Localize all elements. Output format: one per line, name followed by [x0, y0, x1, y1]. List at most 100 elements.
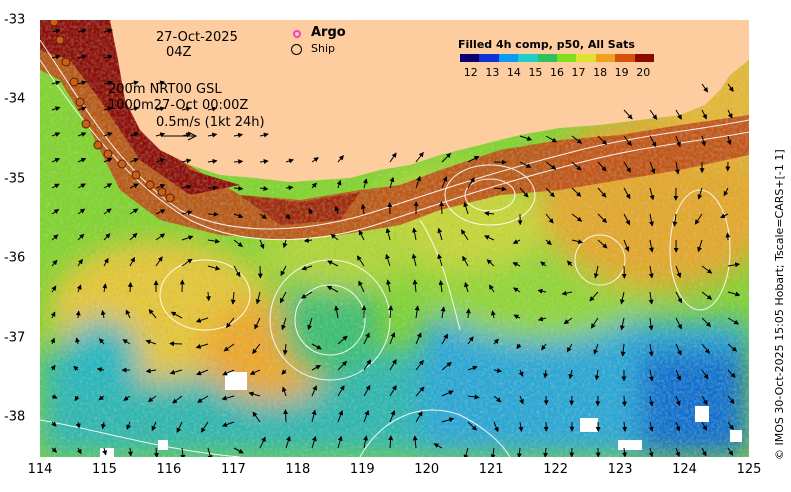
colorbar-segment: [576, 54, 596, 62]
current-arrow: [513, 287, 521, 293]
current-arrow: [233, 132, 244, 138]
current-arrow: [701, 369, 709, 380]
current-arrow: [441, 361, 452, 371]
x-tick-label: 115: [92, 462, 117, 477]
current-arrow: [77, 80, 87, 86]
current-arrow: [51, 54, 61, 60]
current-arrow: [195, 317, 209, 323]
current-arrow: [96, 367, 105, 373]
current-arrow: [327, 260, 339, 267]
current-arrow: [619, 291, 625, 305]
current-arrow: [126, 421, 132, 430]
current-arrow: [51, 394, 58, 399]
current-arrow: [571, 161, 582, 171]
current-arrow: [701, 421, 707, 431]
current-arrow: [170, 311, 183, 319]
current-arrow: [102, 283, 108, 293]
current-arrow: [200, 421, 209, 433]
current-arrow: [701, 265, 713, 274]
current-arrow: [337, 360, 348, 371]
colorbar-segment: [595, 54, 616, 62]
argo-marker: [293, 30, 301, 38]
current-arrow: [301, 265, 313, 271]
current-arrow: [207, 158, 218, 164]
current-arrow: [285, 158, 294, 164]
current-arrow: [620, 343, 626, 357]
current-arrow: [649, 109, 658, 120]
current-arrow: [181, 184, 193, 190]
current-arrow: [694, 213, 703, 225]
current-arrow: [155, 132, 166, 138]
current-arrow: [356, 255, 365, 267]
current-arrow: [51, 132, 61, 137]
current-arrow: [493, 395, 502, 403]
current-arrow: [207, 132, 218, 138]
current-arrow: [519, 161, 532, 168]
current-arrow: [75, 337, 80, 345]
x-tick-label: 116: [156, 462, 182, 477]
current-arrow: [259, 436, 266, 449]
current-arrow: [467, 365, 478, 371]
current-arrow: [196, 369, 209, 376]
current-arrow: [102, 447, 108, 456]
current-arrow: [98, 395, 105, 401]
current-arrow: [441, 390, 454, 397]
current-arrow: [727, 109, 733, 119]
current-arrow: [77, 258, 83, 267]
current-arrow: [180, 447, 186, 457]
current-arrow: [330, 233, 339, 241]
x-tick-label: 119: [349, 462, 375, 477]
current-arrow: [337, 435, 343, 449]
current-arrow: [207, 265, 221, 271]
current-arrow: [129, 183, 139, 189]
current-arrow: [537, 288, 547, 294]
current-arrow: [727, 369, 736, 379]
current-arrow: [337, 155, 344, 163]
current-arrow: [438, 279, 444, 293]
current-arrow: [233, 447, 244, 454]
current-arrow: [334, 305, 340, 319]
current-arrow: [512, 239, 521, 244]
current-arrow: [727, 83, 734, 92]
current-arrow: [563, 317, 573, 325]
current-arrow: [281, 369, 287, 375]
current-arrow: [675, 343, 682, 356]
current-arrow: [648, 265, 654, 279]
y-tick-label: -37: [4, 330, 26, 346]
current-arrow: [623, 187, 631, 200]
current-arrow: [155, 80, 166, 86]
y-tick-label: -34: [4, 91, 26, 107]
current-arrow: [648, 447, 654, 457]
current-arrow: [282, 239, 288, 249]
current-arrow: [51, 158, 61, 163]
current-arrow: [147, 395, 157, 403]
current-arrow: [360, 203, 366, 215]
current-arrow: [415, 175, 421, 189]
current-arrow: [467, 155, 480, 163]
current-arrow: [697, 239, 703, 253]
x-tick-label: 123: [607, 462, 633, 477]
current-arrow: [281, 317, 287, 331]
ship-legend-label: Ship: [311, 42, 335, 55]
current-arrow: [519, 395, 524, 405]
current-arrow: [545, 239, 552, 246]
x-tick-label: 121: [478, 462, 504, 477]
current-arrow: [649, 213, 654, 227]
current-arrow: [259, 159, 269, 165]
sst-map[interactable]: [40, 20, 749, 457]
colorbar-tick: 20: [636, 66, 651, 79]
current-arrow: [623, 135, 632, 147]
current-arrow: [103, 233, 111, 241]
current-arrow: [622, 421, 628, 433]
current-arrow: [675, 265, 682, 278]
current-arrow: [308, 208, 314, 215]
current-arrow: [169, 341, 183, 347]
current-arrow: [412, 227, 417, 241]
colorbar: [460, 54, 655, 62]
current-arrow: [571, 213, 583, 222]
current-arrow: [311, 435, 317, 449]
current-arrow: [145, 368, 157, 374]
current-arrow: [207, 238, 221, 244]
current-arrow: [51, 80, 61, 86]
current-arrow: [285, 435, 291, 449]
